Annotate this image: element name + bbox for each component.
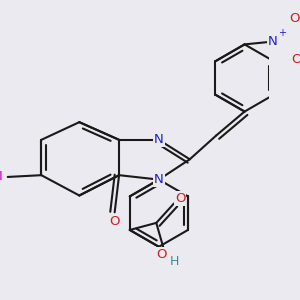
Text: +: + bbox=[278, 28, 286, 38]
Text: I: I bbox=[0, 170, 2, 183]
Text: N: N bbox=[154, 173, 164, 186]
Text: O: O bbox=[156, 248, 167, 261]
Text: O: O bbox=[292, 53, 300, 66]
Text: N: N bbox=[268, 35, 278, 48]
Text: O: O bbox=[175, 192, 185, 205]
Text: O: O bbox=[110, 214, 120, 228]
Text: H: H bbox=[169, 255, 178, 268]
Text: O: O bbox=[289, 12, 299, 25]
Text: ⁻: ⁻ bbox=[299, 8, 300, 19]
Text: N: N bbox=[154, 133, 164, 146]
